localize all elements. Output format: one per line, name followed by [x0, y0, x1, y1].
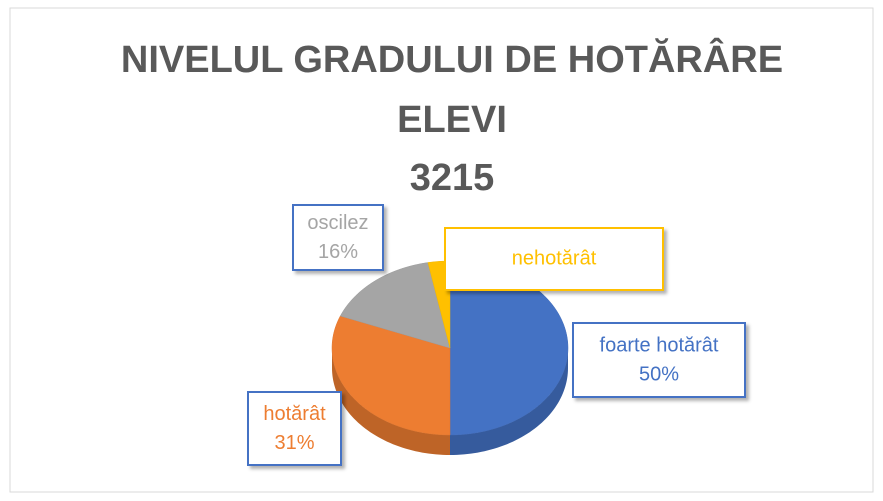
slice [331, 315, 451, 436]
chart-title: ELEVI [397, 99, 507, 141]
chart-title: 3215 [410, 157, 495, 199]
label-box [247, 391, 342, 466]
label-value: 50% [639, 363, 679, 385]
label-name: nehotărât [512, 247, 597, 269]
label-name: oscilez [307, 212, 368, 234]
label-box [572, 322, 746, 398]
data-label: nehotărât [444, 227, 664, 291]
label-value: 16% [318, 241, 358, 263]
label-box [292, 204, 384, 271]
slice-side [450, 348, 568, 455]
label-box [444, 227, 664, 291]
label-name: foarte hotărât [600, 334, 719, 356]
data-label: hotărât 31% [247, 391, 342, 466]
data-label: foarte hotărât 50% [572, 322, 746, 398]
slice-side [332, 348, 450, 455]
label-name: hotărât [263, 403, 326, 425]
chart-title: NIVELUL GRADULUI DE HOTĂRÂRE [121, 37, 783, 81]
data-label: oscilez 16% [292, 204, 384, 271]
label-value: 31% [274, 432, 314, 454]
slice [339, 262, 451, 349]
